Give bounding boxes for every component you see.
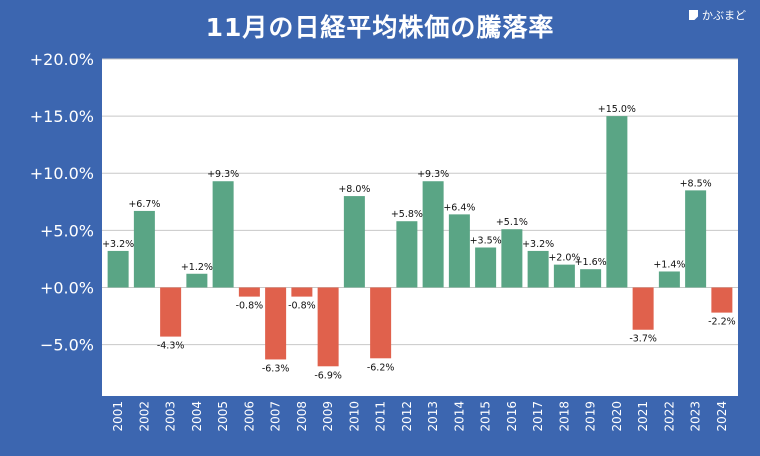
x-tick-label: 2013 [426,401,440,432]
x-tick-label: 2014 [452,401,466,432]
x-tick-label: 2022 [662,401,676,432]
data-label: -4.3% [157,341,185,352]
x-tick-label: 2015 [479,401,493,432]
data-label: +8.5% [680,178,712,189]
bar-2014 [448,214,470,288]
chart-title: 11月の日経平均株価の騰落率 [205,13,555,42]
bar-2005 [212,181,234,288]
brand-name: かぶまど [702,9,746,22]
data-label: -2.2% [708,317,736,328]
x-tick-label: 2005 [216,401,230,432]
data-labels: +3.2% +6.7% -4.3% +1.2% +9.3% -0.8% -6.3% -0.8%… [102,104,736,381]
data-label: +1.2% [181,262,213,273]
y-tick-label: +20.0% [30,50,94,69]
x-tick-label: 2002 [137,401,151,432]
data-label: -6.2% [367,362,395,373]
data-label: +2.0% [548,253,580,264]
bar-2021 [632,287,654,330]
x-tick-label: 2008 [295,401,309,432]
bar-2008 [291,287,313,297]
gridlines [102,58,738,346]
data-label: +8.0% [338,184,370,195]
data-label: +5.8% [391,209,423,220]
bar-2007 [265,287,287,360]
data-label: -0.8% [236,301,264,312]
bar-2009 [317,287,339,367]
bar-2022 [658,271,680,288]
x-tick-label: 2003 [164,401,178,432]
plot-area [102,59,738,396]
data-label: +3.2% [522,239,554,250]
bar-2013 [422,181,444,288]
bar-2012 [396,221,418,288]
data-label: +6.4% [443,202,475,213]
x-tick-label: 2020 [610,401,624,432]
x-tick-label: 2010 [347,401,361,432]
x-tick-label: 2006 [242,401,256,432]
data-label: +15.0% [598,104,636,115]
x-tick-label: 2023 [689,401,703,432]
bar-2019 [580,269,602,288]
bar-2003 [160,287,182,337]
data-label: +1.4% [653,259,685,270]
x-tick-label: 2011 [374,401,388,432]
bar-2001 [107,250,129,288]
x-axis-ticks: 2001 2002 2003 2004 2005 2006 2007 2008 2009 2010… [111,401,729,432]
x-tick-label: 2021 [636,401,650,432]
brand-logo: かぶまど [689,7,746,23]
data-label: -0.8% [288,301,316,312]
bar-2015 [475,247,497,288]
bar-2020 [606,116,628,288]
data-label: -3.7% [629,334,657,345]
data-label: +9.3% [417,169,449,180]
x-tick-label: 2019 [584,401,598,432]
y-axis-ticks: +20.0% +15.0% +10.0% +5.0% +0.0% −5.0% [30,50,94,355]
bar-2004 [186,273,208,288]
x-tick-label: 2024 [715,401,729,432]
bar-2024 [711,287,733,313]
bar-2006 [238,287,260,297]
bar-2018 [553,264,575,288]
data-label: +1.6% [575,257,607,268]
bar-2017 [527,250,549,288]
data-label: +3.2% [102,239,134,250]
x-tick-label: 2016 [505,401,519,432]
data-label: -6.3% [262,363,290,374]
x-tick-label: 2017 [531,401,545,432]
x-tick-label: 2001 [111,401,125,432]
y-tick-label: +0.0% [40,278,94,297]
bar-2010 [343,196,365,288]
x-tick-label: 2012 [400,401,414,432]
data-label: +5.1% [496,217,528,228]
bar-2002 [133,210,155,288]
data-label: +9.3% [207,169,239,180]
bars [107,116,733,367]
data-label: +6.7% [128,199,160,210]
x-tick-label: 2018 [557,401,571,432]
x-tick-label: 2007 [269,401,283,432]
x-tick-label: 2004 [190,401,204,432]
y-tick-label: +5.0% [40,221,94,240]
bar-2016 [501,229,523,288]
data-label: -6.9% [314,370,342,381]
x-tick-label: 2009 [321,401,335,432]
y-tick-label: +15.0% [30,107,94,126]
y-tick-label: +10.0% [30,164,94,183]
bar-2023 [685,190,707,288]
brand-logo-icon [689,10,698,20]
bar-2011 [370,287,392,359]
y-tick-label: −5.0% [40,336,94,355]
data-label: +3.5% [470,235,502,246]
